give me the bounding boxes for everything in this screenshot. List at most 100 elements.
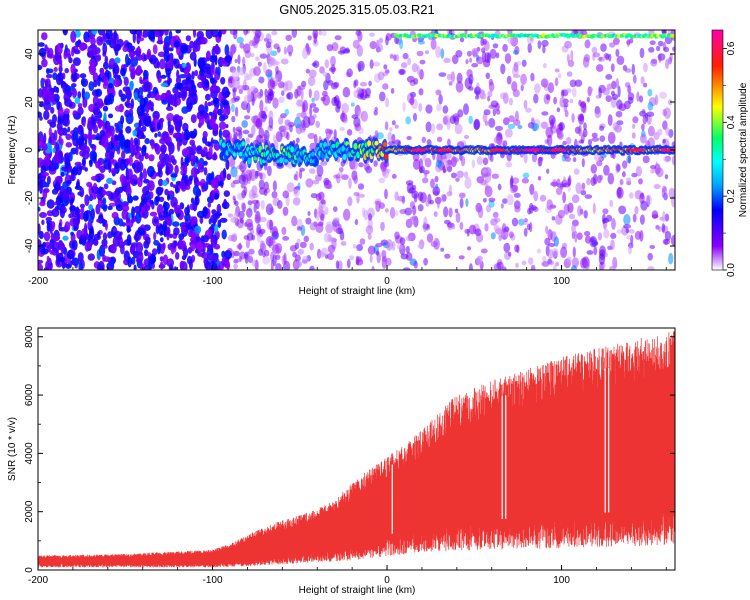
spectrogram-speckle <box>259 172 263 180</box>
spectrogram-speckle <box>209 226 214 231</box>
spectrogram-speckle <box>584 235 591 244</box>
ridge-peak <box>490 148 494 152</box>
spectrogram-speckle <box>68 57 73 64</box>
spectrogram-speckle <box>369 41 377 50</box>
spectrogram-speckle <box>550 181 559 187</box>
spectrogram-speckle <box>166 194 171 201</box>
y-tick-label: -40 <box>24 238 35 253</box>
ridge-core <box>310 151 315 157</box>
spectrogram-speckle <box>307 211 311 216</box>
spectrogram-speckle <box>307 132 316 140</box>
spectrogram-speckle <box>167 142 173 148</box>
spectrogram-speckle <box>521 260 527 266</box>
spectrogram-speckle <box>480 47 486 53</box>
spectrogram-speckle <box>316 164 324 177</box>
spectrogram-speckle <box>113 30 118 41</box>
spectrogram-speckle <box>436 136 443 143</box>
spectrogram-speckle <box>382 83 389 90</box>
spectrogram-speckle <box>500 92 507 100</box>
spectrogram-speckle <box>649 245 656 249</box>
spectrogram-speckle <box>101 239 108 247</box>
spectrogram-speckle <box>490 232 496 240</box>
spectrogram-speckle <box>139 130 144 136</box>
spectrogram-speckle <box>242 129 250 135</box>
spectrogram-speckle <box>190 216 194 227</box>
spectrogram-speckle <box>410 91 416 98</box>
spectrogram-speckle <box>136 105 145 117</box>
spectrogram-speckle <box>129 30 138 35</box>
spectrogram-speckle <box>455 177 460 182</box>
spectrogram-speckle <box>123 139 132 149</box>
spectrogram-speckle <box>234 106 239 117</box>
spectrogram-speckle <box>646 111 655 117</box>
spectrogram-speckle <box>197 252 205 257</box>
spectrogram-speckle <box>495 109 501 115</box>
spectrogram-speckle <box>547 82 555 94</box>
spectrogram-speckle <box>66 179 72 184</box>
spectrogram-speckle <box>578 124 582 137</box>
ridge-core <box>342 153 347 160</box>
spectrogram-speckle <box>277 200 283 209</box>
spectrogram-speckle <box>38 88 43 98</box>
spectrogram-speckle <box>396 244 404 250</box>
spectrogram-speckle <box>231 69 240 81</box>
spectrogram-speckle <box>369 32 375 37</box>
colorbar-ticks: 0.0 0.2 0.4 0.6 <box>723 41 737 277</box>
spectrogram-speckle <box>573 168 580 175</box>
spectrogram-speckle <box>94 239 99 246</box>
spectrogram-speckle <box>143 81 151 92</box>
spectrogram-speckle <box>587 86 594 93</box>
spectrogram-speckle <box>243 43 251 54</box>
spectrogram-speckle <box>123 76 129 86</box>
spectrogram-speckle <box>188 230 193 238</box>
spectrogram-speckle <box>210 262 218 270</box>
spectrogram-speckle <box>71 239 78 251</box>
spectrogram-speckle <box>548 260 554 266</box>
spectrogram-speckle <box>474 228 482 237</box>
spectrogram-speckle <box>320 213 325 221</box>
spectrogram-speckle <box>394 231 400 240</box>
spectrogram-speckle <box>319 66 325 74</box>
spectrogram-speckle <box>102 256 111 262</box>
spectrogram-speckle <box>211 139 219 144</box>
spectrogram-speckle <box>353 191 360 197</box>
spectrogram-speckle <box>369 254 373 263</box>
spectrogram-speckle <box>102 105 109 112</box>
snr-y-axis-title: SNR (10 * v/v) <box>7 417 18 481</box>
spectrogram-speckle <box>184 66 190 78</box>
spectrogram-speckle <box>582 128 588 138</box>
spectrogram-speckle <box>119 231 123 236</box>
spectrogram-speckle <box>356 256 362 262</box>
spectrogram-speckle <box>584 262 590 270</box>
ridge-peak <box>411 148 415 152</box>
spectrogram-speckle <box>568 175 572 186</box>
spectrogram-speckle <box>382 71 389 77</box>
spectrogram-speckle <box>482 198 487 203</box>
spectrogram-speckle <box>476 82 480 91</box>
spectrogram-speckle <box>390 87 395 94</box>
spectrogram-speckle <box>267 237 276 246</box>
ridge-peak <box>638 148 642 152</box>
spectrogram-speckle <box>659 216 664 221</box>
spectrogram-speckle <box>654 94 659 106</box>
spectrogram-speckle <box>291 30 297 38</box>
spectrogram-speckle <box>450 172 457 179</box>
spectrogram-speckle <box>246 208 253 218</box>
spectrogram-speckle <box>480 248 488 254</box>
ridge-core <box>384 153 389 160</box>
spectrogram-speckle <box>625 228 630 234</box>
spectrogram-speckle <box>282 206 289 216</box>
spectrogram-speckle <box>308 168 316 175</box>
spectrogram-speckle <box>265 203 274 216</box>
spectrogram-speckle <box>168 263 173 270</box>
spectrogram-speckle <box>632 213 637 223</box>
spectrogram-speckle <box>271 230 280 240</box>
spectrogram-speckle <box>310 118 315 123</box>
spectrogram-speckle <box>63 225 69 233</box>
spectrogram-speckle <box>223 198 228 209</box>
spectrogram-speckle <box>649 40 656 45</box>
spectrogram-speckle <box>641 109 646 114</box>
spectrogram-speckle <box>264 249 270 257</box>
spectrogram-speckle <box>278 81 285 89</box>
spectrogram-speckle <box>546 199 553 211</box>
